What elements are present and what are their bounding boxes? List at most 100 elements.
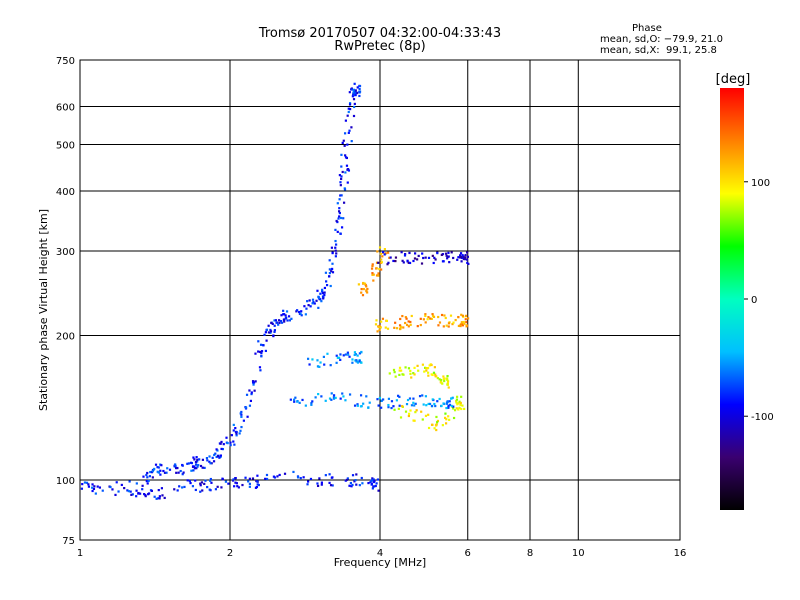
data-point bbox=[436, 419, 440, 423]
data-point bbox=[357, 283, 360, 286]
data-point bbox=[353, 480, 356, 483]
data-point bbox=[214, 452, 217, 455]
data-point bbox=[436, 421, 439, 424]
data-point bbox=[399, 325, 403, 328]
data-point bbox=[91, 486, 94, 489]
data-point bbox=[250, 391, 253, 394]
data-point bbox=[398, 395, 401, 399]
data-point bbox=[191, 485, 195, 488]
data-point bbox=[236, 485, 239, 488]
data-point bbox=[301, 398, 304, 402]
data-point bbox=[409, 320, 412, 324]
colorbar-label: [deg] bbox=[716, 72, 751, 87]
data-point bbox=[311, 302, 314, 305]
data-point bbox=[352, 92, 355, 95]
data-point bbox=[192, 465, 195, 468]
data-point bbox=[414, 411, 417, 414]
data-point bbox=[394, 375, 397, 378]
x-tick-label: 6 bbox=[465, 548, 471, 559]
data-point bbox=[193, 458, 196, 461]
data-point bbox=[334, 249, 337, 252]
data-point bbox=[372, 279, 375, 282]
data-point bbox=[211, 456, 214, 459]
data-point bbox=[348, 355, 351, 358]
data-point bbox=[312, 300, 315, 304]
data-point bbox=[151, 470, 154, 473]
data-point bbox=[356, 404, 359, 407]
data-point bbox=[402, 261, 405, 264]
data-point bbox=[159, 473, 162, 476]
data-point bbox=[424, 395, 428, 398]
data-point bbox=[302, 476, 305, 479]
data-point bbox=[324, 271, 328, 274]
data-point bbox=[83, 481, 87, 484]
data-point bbox=[454, 318, 457, 322]
data-point bbox=[269, 330, 273, 333]
data-point bbox=[305, 307, 308, 310]
data-point bbox=[331, 262, 334, 265]
data-point bbox=[205, 457, 209, 460]
data-point bbox=[378, 267, 381, 271]
data-point bbox=[280, 314, 283, 317]
data-point bbox=[446, 380, 450, 383]
data-point bbox=[445, 406, 448, 410]
data-point bbox=[220, 440, 223, 444]
data-point bbox=[358, 87, 361, 91]
data-point bbox=[334, 239, 337, 243]
data-point bbox=[239, 429, 242, 432]
data-point bbox=[452, 321, 455, 324]
data-point bbox=[331, 484, 334, 487]
data-point bbox=[442, 377, 445, 381]
data-point bbox=[339, 194, 342, 197]
data-point bbox=[350, 126, 353, 129]
data-point bbox=[424, 314, 427, 317]
data-point bbox=[166, 467, 169, 470]
data-point bbox=[160, 487, 164, 490]
data-point bbox=[225, 436, 228, 439]
data-point bbox=[214, 488, 218, 491]
data-point bbox=[165, 471, 168, 474]
data-point bbox=[393, 408, 396, 411]
data-point bbox=[449, 314, 453, 317]
data-point bbox=[153, 495, 156, 498]
data-point bbox=[346, 143, 349, 146]
data-point bbox=[346, 114, 349, 117]
data-point bbox=[351, 483, 354, 487]
data-point bbox=[85, 481, 89, 484]
data-point bbox=[128, 480, 131, 483]
data-point bbox=[434, 404, 437, 408]
data-point bbox=[127, 490, 130, 493]
data-point bbox=[441, 382, 444, 385]
data-point bbox=[331, 251, 334, 255]
data-point bbox=[370, 267, 374, 270]
data-point bbox=[142, 475, 145, 478]
data-point bbox=[258, 366, 262, 369]
data-point bbox=[405, 403, 409, 406]
data-point bbox=[427, 413, 430, 416]
data-point bbox=[290, 317, 293, 320]
data-point bbox=[317, 295, 320, 298]
data-point bbox=[92, 487, 96, 491]
data-point bbox=[348, 102, 352, 105]
data-point bbox=[316, 484, 320, 488]
data-point bbox=[232, 478, 235, 481]
data-point bbox=[192, 456, 195, 459]
data-point bbox=[267, 324, 270, 327]
data-point bbox=[224, 480, 228, 483]
data-point bbox=[220, 447, 223, 451]
data-point bbox=[378, 326, 381, 329]
data-point bbox=[445, 254, 448, 257]
data-point bbox=[446, 255, 449, 258]
data-point bbox=[464, 257, 467, 261]
data-point bbox=[337, 217, 340, 220]
data-point bbox=[433, 427, 436, 430]
data-point bbox=[377, 272, 380, 275]
data-point bbox=[335, 219, 338, 223]
data-point bbox=[294, 396, 297, 399]
data-point bbox=[420, 410, 423, 413]
data-point bbox=[195, 467, 198, 470]
data-point bbox=[273, 329, 276, 332]
data-point bbox=[366, 291, 369, 294]
colorbar-tick-label: 0 bbox=[751, 295, 757, 306]
data-point bbox=[244, 476, 247, 479]
